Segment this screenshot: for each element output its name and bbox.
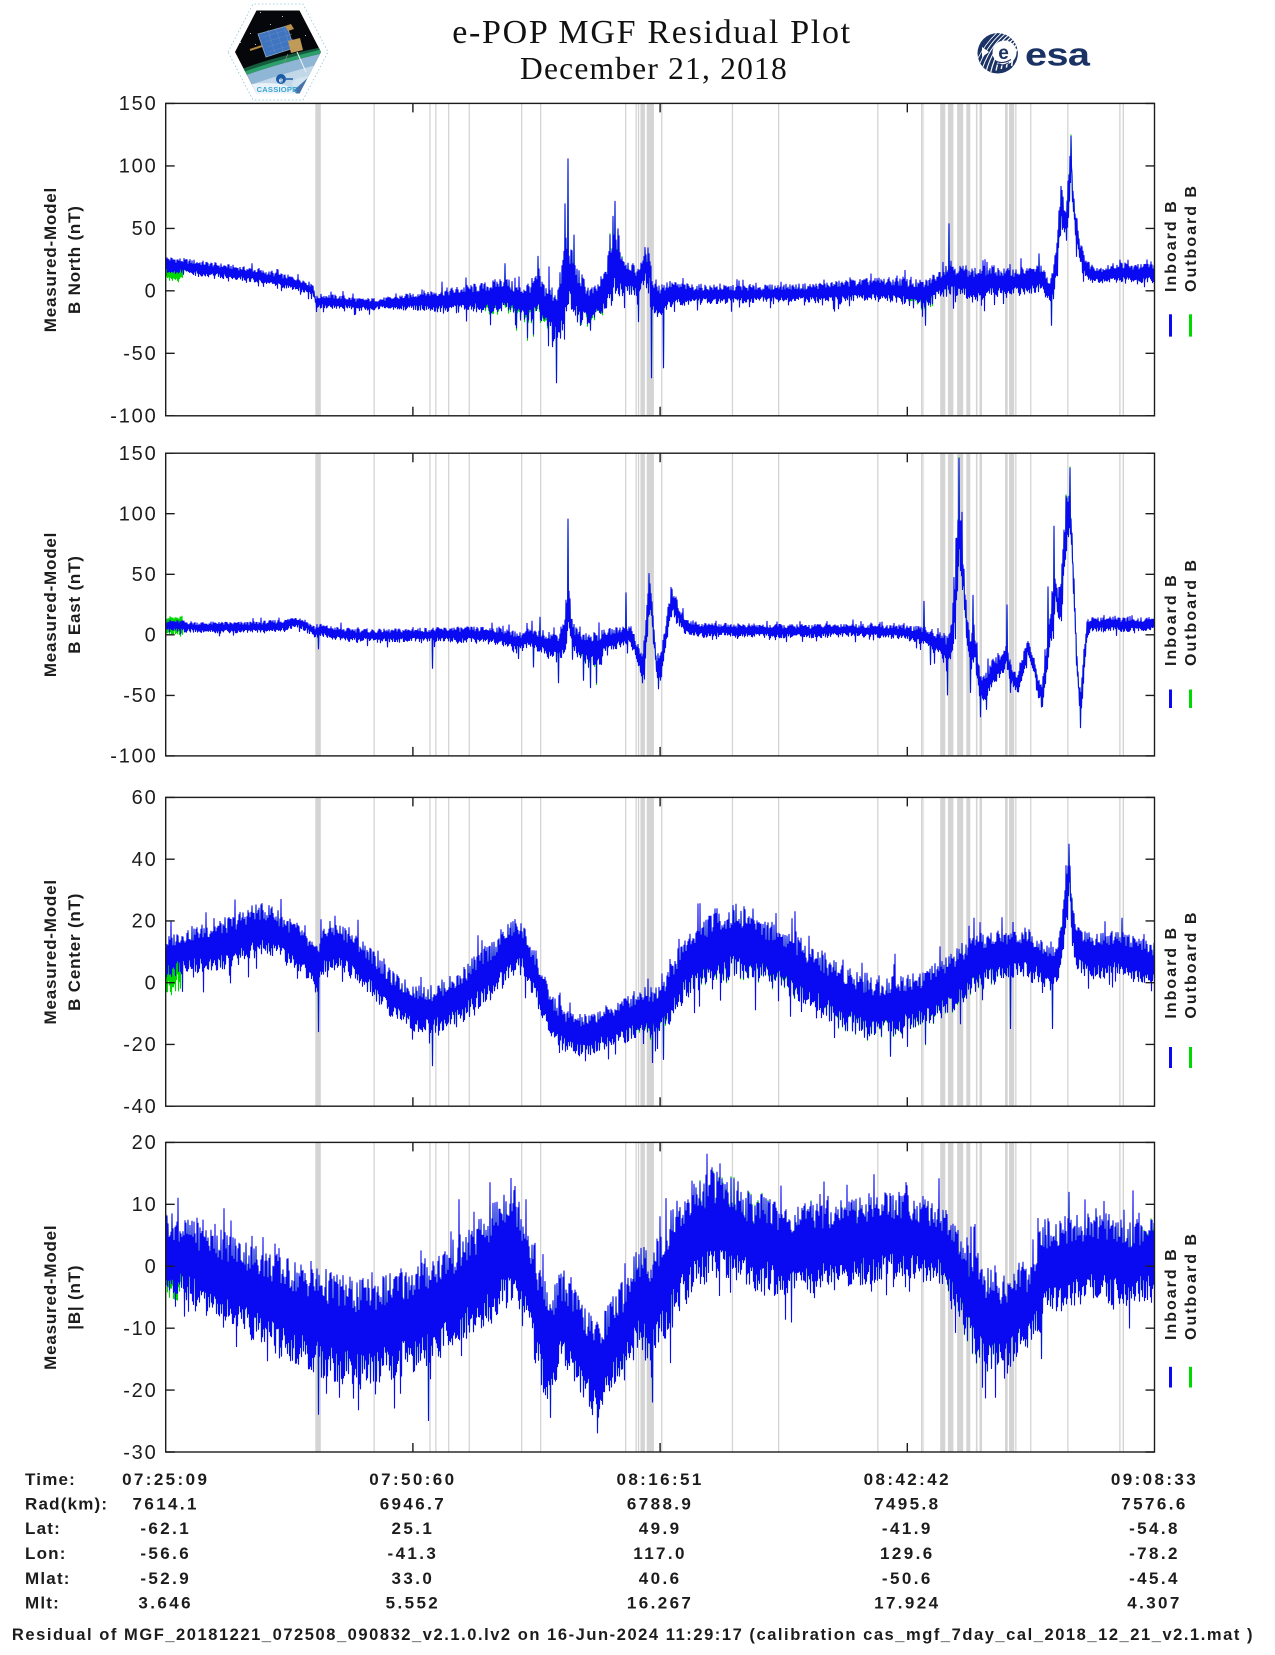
svg-text:e: e <box>998 43 1009 64</box>
svg-text:08:42:42: 08:42:42 <box>864 1470 951 1489</box>
svg-text:B East (nT): B East (nT) <box>65 555 84 654</box>
svg-text:Lat:: Lat: <box>25 1519 61 1538</box>
svg-text:10: 10 <box>132 1194 158 1216</box>
svg-text:Lon:: Lon: <box>25 1544 67 1563</box>
svg-text:Inboard B: Inboard B <box>1163 926 1180 1019</box>
svg-text:0: 0 <box>145 281 158 303</box>
svg-text:-45.4: -45.4 <box>1129 1569 1180 1588</box>
svg-text:-50: -50 <box>123 685 157 707</box>
svg-text:-30: -30 <box>123 1442 157 1464</box>
svg-text:6788.9: 6788.9 <box>627 1495 693 1514</box>
svg-text:-100: -100 <box>110 746 157 768</box>
svg-text:Measured-Model: Measured-Model <box>41 532 60 677</box>
svg-text:17.924: 17.924 <box>874 1594 940 1613</box>
svg-text:Outboard B: Outboard B <box>1183 184 1200 292</box>
svg-text:-20: -20 <box>123 1380 157 1402</box>
svg-text:5.552: 5.552 <box>386 1594 441 1613</box>
svg-text:Outboard B: Outboard B <box>1183 558 1200 666</box>
svg-text:|B| (nT): |B| (nT) <box>65 1265 84 1330</box>
svg-text:25.1: 25.1 <box>392 1519 435 1538</box>
svg-text:-56.6: -56.6 <box>140 1544 191 1563</box>
svg-text:129.6: 129.6 <box>880 1544 935 1563</box>
svg-text:Time:: Time: <box>25 1470 76 1489</box>
svg-text:-41.9: -41.9 <box>882 1519 933 1538</box>
svg-text:-52.9: -52.9 <box>140 1569 191 1588</box>
svg-text:-50.6: -50.6 <box>882 1569 933 1588</box>
svg-text:esa: esa <box>1025 36 1091 73</box>
svg-text:Mlat:: Mlat: <box>25 1569 71 1588</box>
svg-text:B North (nT): B North (nT) <box>65 205 84 314</box>
svg-text:e-POP MGF Residual Plot: e-POP MGF Residual Plot <box>452 14 852 51</box>
svg-text:07:50:60: 07:50:60 <box>369 1470 456 1489</box>
svg-text:-10: -10 <box>123 1318 157 1340</box>
svg-text:December 21, 2018: December 21, 2018 <box>520 51 788 86</box>
svg-text:Mlt:: Mlt: <box>25 1594 60 1613</box>
svg-text:-50: -50 <box>123 343 157 365</box>
svg-text:-41.3: -41.3 <box>388 1544 439 1563</box>
svg-text:100: 100 <box>119 503 158 525</box>
svg-text:7614.1: 7614.1 <box>132 1495 198 1514</box>
svg-text:7576.6: 7576.6 <box>1121 1495 1187 1514</box>
svg-text:Measured-Model: Measured-Model <box>41 879 60 1024</box>
svg-text:-62.1: -62.1 <box>140 1519 191 1538</box>
svg-text:100: 100 <box>119 156 158 178</box>
svg-text:Inboard B: Inboard B <box>1163 573 1180 666</box>
svg-text:Measured-Model: Measured-Model <box>41 1225 60 1370</box>
svg-text:B Center (nT): B Center (nT) <box>65 893 84 1011</box>
svg-text:150: 150 <box>119 443 158 465</box>
svg-text:33.0: 33.0 <box>392 1569 435 1588</box>
svg-text:20: 20 <box>132 911 158 933</box>
svg-text:CASSIOPE: CASSIOPE <box>257 85 298 94</box>
svg-text:40: 40 <box>132 849 158 871</box>
svg-text:49.9: 49.9 <box>639 1519 682 1538</box>
svg-text:117.0: 117.0 <box>633 1544 687 1563</box>
svg-text:50: 50 <box>132 564 158 586</box>
svg-text:60: 60 <box>132 787 158 809</box>
svg-text:09:08:33: 09:08:33 <box>1111 1470 1198 1489</box>
svg-text:16.267: 16.267 <box>627 1594 693 1613</box>
svg-text:-54.8: -54.8 <box>1129 1519 1180 1538</box>
svg-text:-78.2: -78.2 <box>1129 1544 1180 1563</box>
svg-text:e: e <box>279 76 283 85</box>
svg-text:Rad(km):: Rad(km): <box>25 1495 108 1514</box>
svg-text:0: 0 <box>145 625 158 647</box>
svg-text:07:25:09: 07:25:09 <box>122 1470 209 1489</box>
svg-text:-20: -20 <box>123 1034 157 1056</box>
svg-text:Residual of MGF_20181221_07250: Residual of MGF_20181221_072508_090832_v… <box>12 1626 1254 1644</box>
svg-text:0: 0 <box>145 1256 158 1278</box>
svg-text:3.646: 3.646 <box>138 1594 193 1613</box>
svg-text:7495.8: 7495.8 <box>874 1495 940 1514</box>
svg-text:Outboard B: Outboard B <box>1183 911 1200 1019</box>
svg-text:6946.7: 6946.7 <box>380 1495 446 1514</box>
svg-text:Inboard B: Inboard B <box>1163 199 1180 292</box>
svg-text:50: 50 <box>132 218 158 240</box>
svg-text:08:16:51: 08:16:51 <box>616 1470 703 1489</box>
svg-text:20: 20 <box>132 1132 158 1154</box>
svg-text:150: 150 <box>119 93 158 115</box>
svg-text:Measured-Model: Measured-Model <box>41 187 60 332</box>
svg-text:-100: -100 <box>110 406 157 428</box>
svg-text:0: 0 <box>145 972 158 994</box>
svg-text:Inboard B: Inboard B <box>1163 1247 1180 1340</box>
svg-text:40.6: 40.6 <box>639 1569 682 1588</box>
svg-text:-40: -40 <box>123 1096 157 1118</box>
svg-text:Outboard B: Outboard B <box>1183 1232 1200 1340</box>
svg-text:4.307: 4.307 <box>1127 1594 1182 1613</box>
